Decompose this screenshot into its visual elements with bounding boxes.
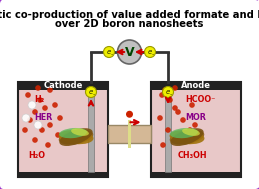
Text: e: e <box>106 50 111 56</box>
Circle shape <box>172 105 178 111</box>
Ellipse shape <box>182 128 200 136</box>
Circle shape <box>32 137 38 143</box>
Circle shape <box>28 101 36 109</box>
Circle shape <box>165 127 171 133</box>
Ellipse shape <box>170 130 204 145</box>
Text: -: - <box>92 92 95 97</box>
Circle shape <box>42 105 48 111</box>
Bar <box>151 82 241 177</box>
Circle shape <box>157 115 163 121</box>
Ellipse shape <box>71 128 89 136</box>
Text: -: - <box>169 92 172 97</box>
Circle shape <box>45 142 51 148</box>
Ellipse shape <box>59 130 93 145</box>
Circle shape <box>187 127 193 133</box>
Circle shape <box>85 87 97 98</box>
Circle shape <box>182 137 188 143</box>
Circle shape <box>25 92 31 98</box>
Text: -: - <box>151 52 154 57</box>
Circle shape <box>104 46 114 57</box>
Bar <box>151 82 241 90</box>
Circle shape <box>39 127 45 133</box>
Circle shape <box>47 87 53 93</box>
Bar <box>18 82 108 90</box>
Ellipse shape <box>59 128 87 138</box>
Text: e: e <box>88 90 93 95</box>
Bar <box>18 172 108 177</box>
Text: e: e <box>166 90 170 95</box>
Text: V: V <box>125 46 134 59</box>
Circle shape <box>57 115 63 121</box>
Text: H₂: H₂ <box>34 95 44 105</box>
Text: H₂O: H₂O <box>28 150 45 160</box>
Circle shape <box>189 102 195 108</box>
Text: CH₃OH: CH₃OH <box>178 150 208 160</box>
Text: HCOO⁻: HCOO⁻ <box>185 95 215 105</box>
Text: MOR: MOR <box>185 114 206 122</box>
Ellipse shape <box>170 130 204 144</box>
Circle shape <box>126 111 133 118</box>
Circle shape <box>52 102 58 108</box>
Text: over 2D boron nanosheets: over 2D boron nanosheets <box>55 19 204 29</box>
Circle shape <box>55 132 61 138</box>
Circle shape <box>167 97 173 103</box>
Circle shape <box>22 127 28 133</box>
Circle shape <box>192 122 198 128</box>
Circle shape <box>118 40 141 64</box>
Circle shape <box>162 87 174 98</box>
Bar <box>151 172 241 177</box>
Text: Electrolytic co-production of value added formate and hydrogen: Electrolytic co-production of value adde… <box>0 10 259 20</box>
Ellipse shape <box>59 128 93 146</box>
Text: HER: HER <box>34 114 52 122</box>
Circle shape <box>145 46 155 57</box>
Bar <box>88 90 94 172</box>
Circle shape <box>32 109 38 115</box>
Bar <box>165 90 171 172</box>
Bar <box>18 82 108 177</box>
Circle shape <box>47 122 53 128</box>
Circle shape <box>35 85 41 91</box>
Circle shape <box>34 121 42 129</box>
Ellipse shape <box>59 130 93 144</box>
Circle shape <box>27 117 33 123</box>
Circle shape <box>180 117 186 123</box>
Circle shape <box>162 87 168 93</box>
Bar <box>108 125 151 143</box>
Text: e: e <box>147 50 152 56</box>
Circle shape <box>22 114 30 122</box>
Circle shape <box>37 97 43 103</box>
Ellipse shape <box>170 128 204 146</box>
Circle shape <box>172 85 178 91</box>
Circle shape <box>160 142 166 148</box>
Text: -: - <box>110 52 113 57</box>
Text: Anode: Anode <box>181 81 211 91</box>
Text: Cathode: Cathode <box>43 81 83 91</box>
Bar <box>128 120 131 148</box>
Circle shape <box>159 92 165 98</box>
Circle shape <box>175 109 181 115</box>
Ellipse shape <box>170 128 198 138</box>
Circle shape <box>195 132 201 138</box>
